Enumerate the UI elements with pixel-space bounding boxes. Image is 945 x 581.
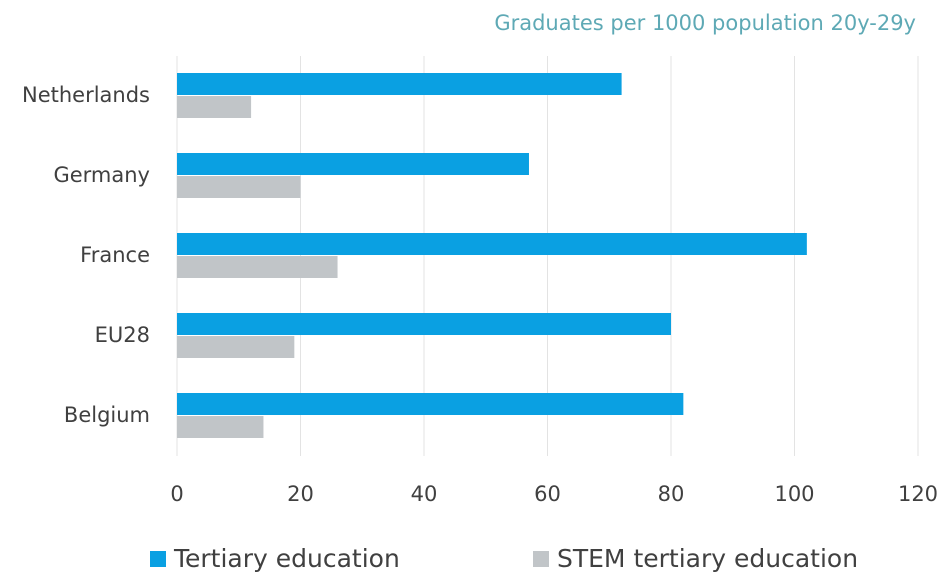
y-tick-label: Netherlands bbox=[22, 83, 150, 107]
bar bbox=[177, 153, 529, 175]
bar bbox=[177, 313, 671, 335]
bar bbox=[177, 393, 684, 415]
bar bbox=[177, 96, 252, 118]
bar bbox=[177, 336, 295, 358]
legend-label: STEM tertiary education bbox=[557, 544, 858, 573]
bar bbox=[177, 176, 301, 198]
x-tick-label: 60 bbox=[534, 482, 561, 506]
bar bbox=[177, 256, 338, 278]
bar bbox=[177, 73, 622, 95]
y-tick-label: EU28 bbox=[95, 323, 150, 347]
x-tick-label: 100 bbox=[774, 482, 814, 506]
y-tick-label: Belgium bbox=[64, 403, 150, 427]
legend-swatch bbox=[533, 551, 549, 567]
bar bbox=[177, 416, 264, 438]
chart-title: Graduates per 1000 population 20y-29y bbox=[494, 11, 916, 35]
x-tick-label: 0 bbox=[170, 482, 183, 506]
y-tick-label: Germany bbox=[53, 163, 150, 187]
x-tick-label: 80 bbox=[658, 482, 685, 506]
legend-swatch bbox=[150, 551, 166, 567]
x-tick-label: 120 bbox=[898, 482, 938, 506]
x-tick-label: 20 bbox=[287, 482, 314, 506]
legend-label: Tertiary education bbox=[173, 544, 400, 573]
y-tick-label: France bbox=[80, 243, 150, 267]
bar bbox=[177, 233, 807, 255]
x-tick-label: 40 bbox=[411, 482, 438, 506]
